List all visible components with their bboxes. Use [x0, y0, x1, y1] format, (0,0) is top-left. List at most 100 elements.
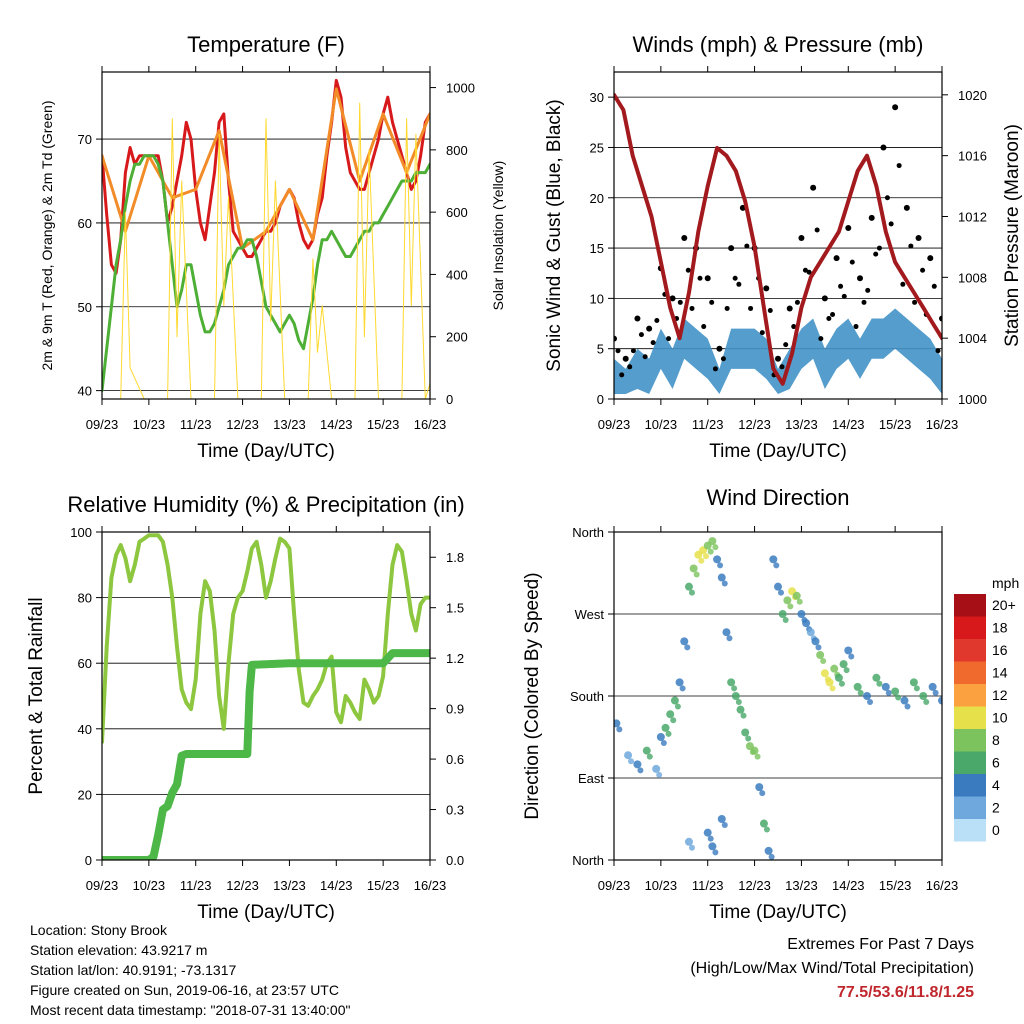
gust-point	[861, 299, 867, 305]
gust-point	[638, 332, 644, 338]
x-tick-label: 10/23	[645, 878, 678, 893]
direction-point	[773, 562, 780, 569]
gust-point	[709, 299, 715, 305]
gust-point	[944, 332, 949, 337]
y2-tick-label: 800	[446, 143, 468, 158]
gust-point	[794, 299, 800, 305]
gust-point	[939, 315, 942, 322]
direction-point	[843, 667, 850, 674]
gust-point	[873, 251, 879, 257]
plot-area	[102, 78, 430, 399]
gust-point	[615, 348, 621, 354]
direction-point	[838, 680, 845, 687]
y-axis-label: Sonic Wind & Gust (Blue, Black)	[544, 99, 565, 371]
series-line-3	[102, 154, 430, 393]
gust-point	[849, 259, 855, 265]
y2-tick-label: 1000	[958, 392, 987, 407]
y-tick-label: 80	[78, 591, 92, 606]
x-tick-label: 16/23	[926, 878, 959, 893]
y2-tick-label: 0.0	[446, 853, 464, 868]
direction-point	[778, 589, 784, 596]
direction-point	[867, 699, 874, 705]
y-axis-label: Percent & Total Rainfall	[26, 597, 47, 794]
legend-label: 16	[992, 642, 1008, 658]
gust-point	[888, 221, 894, 227]
y2-tick-label: 400	[446, 267, 468, 282]
extremes-title: Extremes For Past 7 Days	[787, 936, 974, 953]
gust-point	[634, 315, 641, 322]
elevation-text: Station elevation: 43.9217 m	[30, 942, 208, 958]
gust-point	[642, 354, 648, 360]
x-tick-label: 16/23	[414, 878, 447, 893]
direction-point	[904, 703, 911, 710]
recent-timestamp-text: Most recent data timestamp: "2018-07-31 …	[30, 1002, 351, 1018]
plot-area	[614, 92, 949, 394]
series-line-2	[102, 649, 430, 860]
y2-axis-label: Solar Insolation (Yellow)	[490, 161, 506, 311]
direction-point	[708, 842, 717, 851]
direction-point	[811, 637, 820, 646]
y-tick-label: 20	[590, 191, 604, 206]
direction-point	[796, 598, 803, 605]
gust-point	[931, 283, 937, 289]
y-tick-label: 60	[78, 656, 92, 671]
direction-point	[769, 555, 778, 564]
y-tick-label: South	[570, 689, 604, 704]
direction-point	[633, 760, 642, 769]
y2-tick-label: 0.3	[446, 803, 464, 818]
direction-point	[759, 819, 768, 828]
direction-point	[656, 771, 663, 778]
legend-swatch	[954, 819, 986, 842]
direction-point	[815, 644, 822, 651]
direction-point	[680, 637, 689, 646]
direction-point	[707, 835, 714, 842]
direction-point	[895, 694, 902, 701]
gust-point	[927, 255, 934, 262]
legend-label: 20+	[992, 597, 1016, 613]
gust-point	[724, 305, 730, 311]
direction-point	[670, 717, 677, 724]
x-tick-label: 09/23	[598, 878, 631, 893]
series-wind-band	[614, 308, 942, 394]
gust-point	[622, 355, 629, 362]
direction-point	[928, 682, 937, 691]
y-tick-label: East	[578, 771, 604, 786]
panel-title: Relative Humidity (%) & Precipitation (i…	[67, 492, 464, 517]
x-tick-label: 09/23	[86, 878, 119, 893]
gust-point	[935, 348, 941, 354]
plot-frame	[101, 71, 431, 400]
gust-point	[630, 348, 636, 354]
gust-point	[767, 307, 773, 313]
x-tick-label: 12/23	[226, 417, 259, 432]
direction-point	[731, 685, 738, 692]
gust-point	[627, 364, 633, 370]
direction-point	[727, 678, 736, 687]
direction-point	[763, 826, 770, 833]
direction-point	[637, 767, 644, 774]
direction-point	[646, 753, 653, 760]
y-tick-label: 40	[78, 384, 92, 399]
x-tick-label: 14/23	[832, 878, 865, 893]
legend-label: 4	[992, 777, 1000, 793]
direction-point	[778, 610, 787, 618]
direction-point	[679, 685, 686, 692]
y2-tick-label: 1016	[958, 149, 987, 164]
extremes-subtitle: (High/Low/Max Wind/Total Precipitation)	[690, 960, 974, 977]
legend-swatch	[954, 661, 986, 684]
gust-point	[704, 275, 711, 282]
direction-point	[876, 680, 883, 687]
x-axis-label: Time (Day/UTC)	[197, 441, 335, 462]
gust-point	[798, 235, 805, 242]
direction-point	[722, 628, 731, 637]
gust-point	[833, 255, 840, 262]
direction-point	[684, 837, 693, 846]
gust-point	[666, 336, 672, 342]
gust-point	[654, 318, 660, 324]
direction-point	[628, 758, 635, 765]
legend-swatch	[954, 729, 986, 752]
panel-2: Winds (mph) & Pressure (mb) 0 5 10 15 20 25 30 1…	[544, 32, 1023, 462]
legend-swatch	[954, 774, 986, 797]
direction-point	[698, 557, 705, 564]
direction-point	[759, 790, 766, 797]
